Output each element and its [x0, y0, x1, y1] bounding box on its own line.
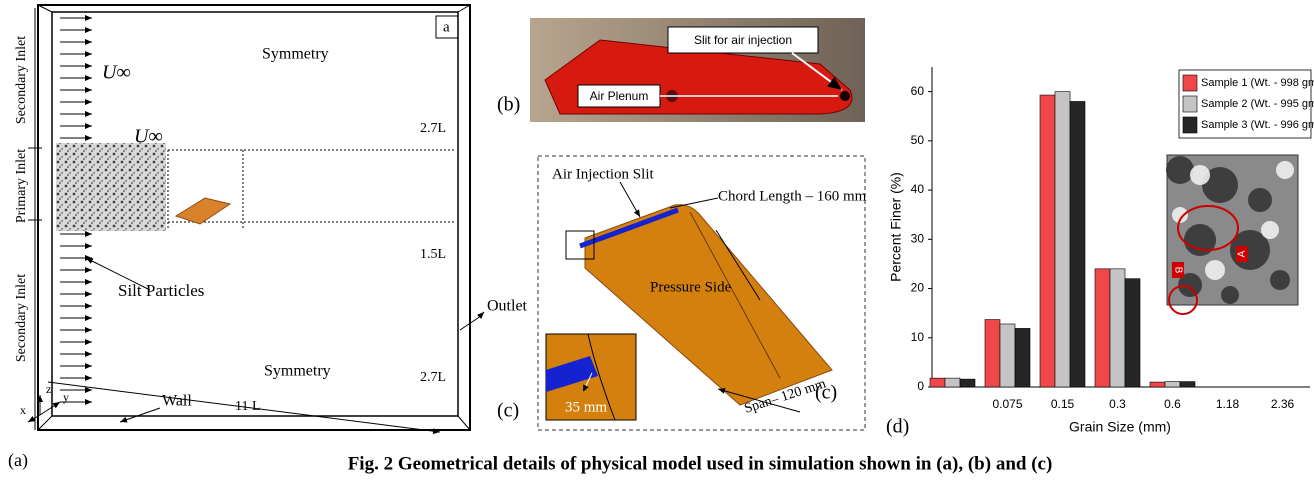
- y-axis-label: Percent Finer (%): [888, 172, 904, 282]
- bar: [1000, 324, 1015, 387]
- grain: [1184, 224, 1216, 256]
- bar: [1165, 382, 1180, 387]
- axis-label: z: [46, 382, 51, 396]
- bar: [1125, 279, 1140, 387]
- x-axis-label: Grain Size (mm): [1069, 419, 1171, 435]
- bar: [1095, 269, 1110, 387]
- legend-label: Sample 3 (Wt. - 996 gm): [1201, 119, 1314, 131]
- grain: [1221, 286, 1239, 304]
- chart: 0 10 20 30 40 50 60 0.075 0.15 0.3 0.6 1.18 2.36 Grai…: [886, 67, 1314, 438]
- part-label: Chord Length – 160 mm: [718, 188, 867, 204]
- panel-b: Slit for air injection Air Plenum (b): [497, 18, 865, 122]
- x-tick-label: 0.6: [1164, 397, 1181, 411]
- silt-label: Silt Particles: [118, 281, 204, 300]
- x-tick-label: 0.15: [1051, 397, 1075, 411]
- x-tick-label: 0.3: [1109, 397, 1126, 411]
- axis-label: y: [63, 390, 69, 404]
- bar: [1070, 101, 1085, 387]
- y-tick-label: 0: [917, 379, 924, 393]
- inset-label: B: [1172, 267, 1183, 274]
- grain: [1276, 161, 1294, 179]
- inlet-label: Secondary Inlet: [14, 36, 29, 124]
- length-label: 11 L: [235, 399, 261, 414]
- dimension-label: 2.7L: [420, 121, 446, 136]
- grain: [1166, 156, 1194, 184]
- axis-label: x: [20, 403, 26, 417]
- bar: [1150, 382, 1165, 387]
- grain: [1190, 165, 1210, 185]
- dimension-label: 1.5L: [420, 247, 446, 262]
- panel-c: Air Injection Slit Chord Length – 160 mm…: [497, 156, 867, 430]
- photo-label: Air Plenum: [590, 89, 649, 103]
- part-label: Pressure Side: [650, 279, 732, 295]
- y-tick-label: 20: [911, 281, 925, 295]
- dimension-label: 2.7L: [420, 370, 446, 385]
- y-tick-label: 60: [911, 84, 925, 98]
- x-tick-label: 1.18: [1216, 397, 1240, 411]
- inlet-label: Secondary Inlet: [14, 274, 29, 362]
- panel-box-label: a: [443, 19, 450, 35]
- wall-label: Wall: [162, 393, 192, 410]
- part-label: Air Injection Slit: [552, 166, 654, 182]
- panel-label: (a): [8, 450, 28, 471]
- bar: [1180, 382, 1195, 387]
- velocity-label: U∞: [134, 126, 163, 148]
- y-tick-label: 40: [911, 182, 925, 196]
- photo-label: Slit for air injection: [694, 33, 792, 47]
- bar: [1110, 269, 1125, 387]
- grain: [1205, 260, 1225, 280]
- y-tick-label: 30: [911, 231, 925, 245]
- x-tick-label: 0.075: [992, 397, 1022, 411]
- bar: [1040, 95, 1055, 387]
- legend-label: Sample 2 (Wt. - 995 gm): [1201, 98, 1314, 110]
- caption: Fig. 2 Geometrical details of physical m…: [348, 453, 1053, 474]
- bar: [930, 378, 945, 387]
- bar: [1015, 328, 1030, 387]
- legend-swatch: [1183, 117, 1197, 133]
- boundary-label: Symmetry: [262, 46, 329, 63]
- grain: [1248, 188, 1272, 212]
- boundary-label: Symmetry: [264, 363, 331, 380]
- bar: [945, 378, 960, 387]
- panel-label: (c): [497, 400, 519, 422]
- legend-label: Sample 1 (Wt. - 998 gm): [1201, 77, 1314, 89]
- y-tick-label: 50: [911, 133, 925, 147]
- panel-label: (d): [886, 416, 909, 438]
- legend-swatch: [1183, 96, 1197, 112]
- grain: [1270, 270, 1290, 290]
- x-tick-label: 2.36: [1271, 397, 1295, 411]
- panel-a: [28, 5, 484, 432]
- outlet-label: Outlet: [487, 298, 528, 315]
- y-tick-label: 10: [911, 330, 925, 344]
- bar: [985, 320, 1000, 387]
- inset-label: A: [1237, 250, 1248, 257]
- legend-swatch: [1183, 75, 1197, 91]
- angle-label: 35 mm: [565, 399, 607, 415]
- bar: [1055, 92, 1070, 387]
- inlet-label: Primary Inlet: [14, 149, 29, 223]
- panel-label: (c): [815, 382, 837, 404]
- bar: [960, 379, 975, 387]
- figure: Secondary Inlet Primary Inlet Secondary …: [0, 0, 1314, 483]
- grain: [1261, 221, 1279, 239]
- panel-label: (b): [497, 94, 520, 116]
- velocity-label: U∞: [102, 62, 131, 84]
